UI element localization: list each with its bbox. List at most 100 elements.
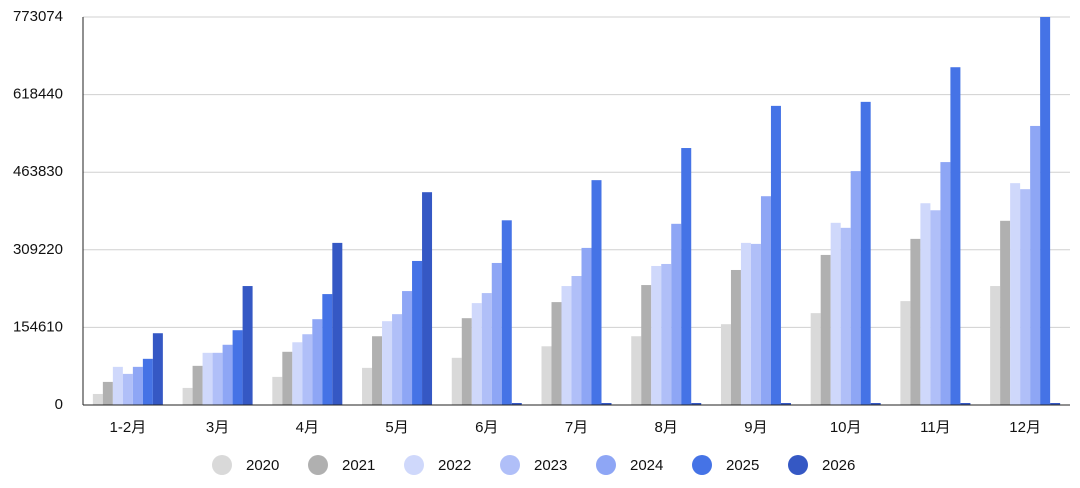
bar — [1050, 403, 1061, 405]
bar — [102, 381, 113, 405]
bar — [461, 318, 472, 405]
bar — [760, 196, 771, 405]
bar — [402, 291, 413, 405]
x-tick-label: 5月 — [385, 419, 408, 436]
x-tick-label: 11月 — [920, 419, 951, 436]
bar — [362, 367, 373, 405]
bar — [1030, 125, 1041, 405]
bar — [561, 286, 572, 405]
bar — [471, 303, 482, 405]
bar — [1000, 220, 1011, 405]
bar — [142, 358, 153, 405]
bar — [900, 301, 911, 405]
bar — [192, 365, 203, 405]
legend-marker — [308, 455, 328, 475]
bar — [990, 286, 1001, 405]
bar — [940, 162, 951, 405]
bar — [282, 351, 293, 405]
y-tick-label: 154610 — [13, 318, 63, 335]
bar — [860, 101, 871, 405]
bar — [850, 171, 861, 405]
bar — [212, 352, 223, 405]
bar — [481, 293, 492, 405]
bar — [740, 242, 751, 405]
bar — [730, 269, 741, 405]
bar — [392, 314, 403, 405]
bar — [840, 227, 851, 405]
legend-label: 2022 — [438, 457, 471, 474]
bar — [661, 263, 672, 405]
x-tick-label: 12月 — [1009, 419, 1041, 436]
bar — [182, 387, 193, 405]
bar — [870, 403, 881, 405]
bar — [571, 276, 582, 405]
bar — [92, 393, 103, 405]
legend-marker — [692, 455, 712, 475]
legend-label: 2026 — [822, 457, 855, 474]
legend-label: 2023 — [534, 457, 567, 474]
bar — [1020, 189, 1031, 405]
bar — [242, 286, 253, 405]
bar — [422, 192, 433, 405]
bar — [830, 222, 841, 405]
y-tick-label: 463830 — [13, 163, 63, 180]
y-tick-label: 618440 — [13, 86, 63, 103]
bar — [292, 342, 303, 405]
x-tick-label: 7月 — [565, 419, 588, 436]
bar — [960, 403, 971, 405]
bar — [202, 352, 213, 405]
bar — [601, 403, 612, 405]
y-tick-label: 0 — [55, 396, 63, 413]
bar — [631, 336, 642, 405]
bar — [132, 366, 143, 405]
bar — [112, 366, 123, 405]
y-tick-label: 309220 — [13, 241, 63, 258]
bar — [591, 180, 602, 405]
bar — [641, 285, 652, 405]
legend-label: 2021 — [342, 457, 375, 474]
bar — [152, 333, 163, 405]
bar — [412, 260, 423, 405]
bar — [950, 67, 961, 406]
bar — [382, 321, 393, 405]
bar — [651, 265, 662, 405]
bar — [501, 220, 512, 405]
legend-marker — [404, 455, 424, 475]
bar — [332, 242, 343, 405]
bar — [720, 324, 731, 405]
legend-marker — [500, 455, 520, 475]
bar — [1010, 183, 1021, 405]
bar — [671, 223, 682, 405]
bar — [322, 294, 333, 405]
bar — [232, 330, 243, 405]
bar — [910, 238, 921, 405]
bar — [541, 346, 552, 405]
bar — [272, 376, 283, 405]
bar — [122, 373, 133, 405]
legend-label: 2024 — [630, 457, 663, 474]
bar — [810, 313, 821, 405]
bar — [491, 262, 502, 405]
x-tick-label: 1-2月 — [110, 419, 147, 436]
bar — [1040, 17, 1051, 405]
legend-label: 2025 — [726, 457, 759, 474]
x-tick-label: 3月 — [206, 419, 229, 436]
bar — [581, 247, 592, 405]
bar — [780, 403, 791, 405]
bar — [222, 344, 233, 405]
bar — [770, 105, 781, 405]
bar — [930, 210, 941, 405]
y-tick-label: 773074 — [13, 8, 63, 25]
bar — [920, 203, 931, 405]
x-tick-label: 8月 — [655, 419, 678, 436]
bar — [681, 148, 692, 405]
x-tick-label: 9月 — [744, 419, 767, 436]
x-tick-label: 10月 — [830, 419, 862, 436]
bar — [302, 334, 313, 405]
bar — [820, 254, 831, 405]
bar — [451, 357, 462, 405]
bar — [551, 302, 562, 405]
bar — [372, 336, 383, 405]
bar — [750, 243, 761, 405]
